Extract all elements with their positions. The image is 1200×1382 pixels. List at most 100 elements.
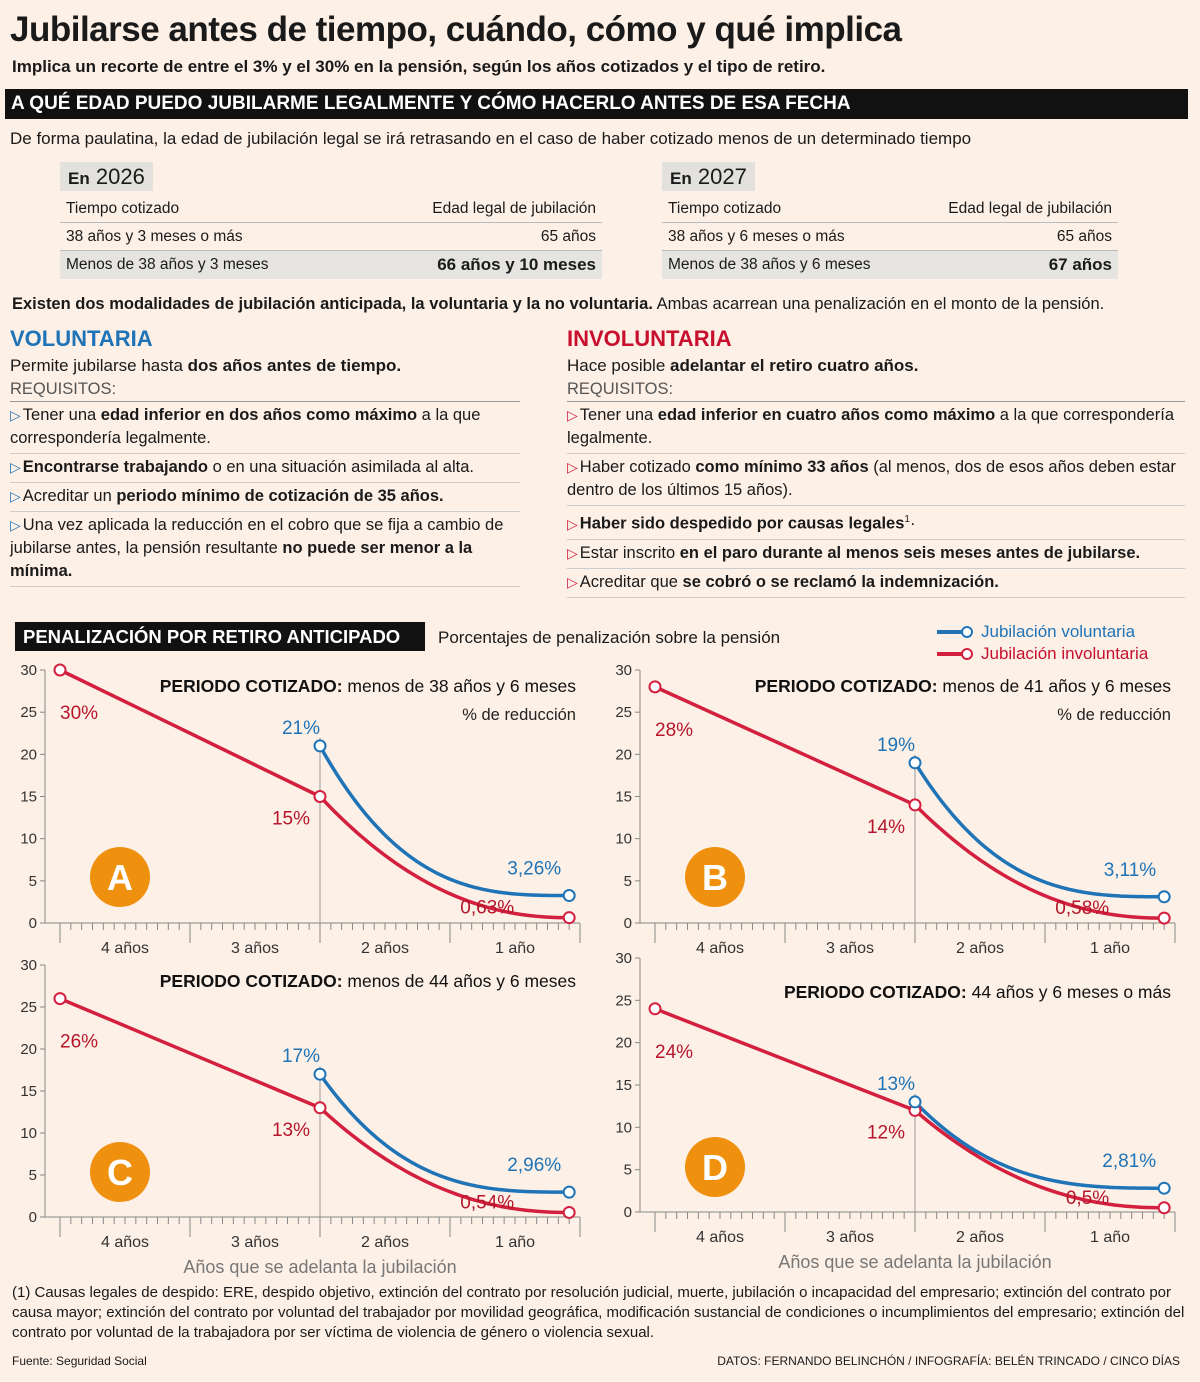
- chart-title: PERIODO COTIZADO: menos de 44 años y 6 m…: [160, 971, 576, 991]
- modalities-normal: Ambas acarrean una penalización en el mo…: [652, 295, 1105, 313]
- involuntary-line: [654, 1007, 1165, 1210]
- section-header-penalty: PENALIZACIÓN POR RETIRO ANTICIPADO: [15, 622, 425, 651]
- voluntary-point: [908, 756, 922, 770]
- requirement-text: Acreditar un: [22, 487, 117, 505]
- data-label: 3,26%: [507, 859, 561, 880]
- data-label: 26%: [60, 1032, 98, 1053]
- involuntary-point: [313, 790, 327, 803]
- data-label: 0,58%: [1055, 898, 1109, 919]
- desc-bold: adelantar el retiro cuatro años.: [670, 356, 919, 375]
- badge-letter: D: [702, 1147, 728, 1188]
- requirement-text: a la que correspondería legalmente.: [10, 406, 481, 447]
- year-value: 2027: [697, 164, 747, 189]
- chart-d: 0 5 10 15 20 25 30 4 años 3 años 2 años 1 año Años …: [615, 950, 1176, 1272]
- requirement-text: se cobró o se reclamó la indemnización.: [682, 572, 999, 591]
- requirement-text: Tener una: [579, 406, 658, 424]
- voluntary-point: [908, 1095, 922, 1109]
- modalities-bold: Existen dos modalidades de jubilación an…: [12, 295, 653, 313]
- y-tick-label: 15: [615, 1077, 632, 1094]
- requirement-item: ▷ Haber cotizado como mínimo 33 años (al …: [567, 454, 1185, 506]
- desc: Hace posible: [567, 356, 671, 375]
- y-tick-label: 30: [615, 950, 632, 967]
- data-label: 21%: [282, 718, 320, 739]
- involuntary-point: [53, 992, 67, 1006]
- triangle-bullet-icon: ▷: [10, 407, 21, 423]
- year-prefix: En: [68, 169, 90, 188]
- requirement-text: edad inferior en cuatro años como máximo: [657, 406, 996, 424]
- requirement-item: ▷ Haber sido despedido por causas legales…: [567, 506, 1185, 540]
- y-tick-label: 20: [20, 746, 37, 763]
- legend-line-red-icon: [937, 648, 973, 660]
- requirements-label: REQUISITOS:: [10, 380, 520, 402]
- data-label: 2,96%: [507, 1155, 561, 1176]
- y-tick-label: 25: [20, 999, 37, 1016]
- cell: 66 años y 10 meses: [437, 255, 596, 274]
- section-header-legal-age: A QUÉ EDAD PUEDO JUBILARME LEGALMENTE Y …: [5, 89, 1188, 119]
- cell: 38 años y 3 meses o más: [66, 227, 243, 245]
- footnote-ref: 1: [904, 514, 910, 525]
- voluntary-requirements: ▷ Tener una edad inferior en dos años com…: [10, 402, 520, 587]
- y-tick-label: 15: [20, 1083, 37, 1100]
- requirement-item: ▷ Estar inscrito en el paro durante al me…: [567, 540, 1185, 569]
- requirement-item: ▷ Tener una edad inferior en cuatro años …: [567, 402, 1185, 454]
- triangle-bullet-icon: ▷: [567, 459, 578, 475]
- badge-letter: C: [107, 1152, 133, 1193]
- data-label: 28%: [655, 720, 693, 741]
- voluntary-line: [318, 1073, 570, 1194]
- data-label: 13%: [272, 1120, 310, 1141]
- legend-label: Jubilación voluntaria: [981, 622, 1136, 641]
- data-label: 19%: [877, 735, 915, 756]
- triangle-bullet-icon: ▷: [10, 488, 21, 504]
- cell: 65 años: [1056, 227, 1112, 245]
- x-tick-label: 2 años: [956, 1229, 1004, 1246]
- involuntary-column: INVOLUNTARIA Hace posible adelantar el r…: [567, 326, 1185, 598]
- requirement-text: Tener una: [22, 406, 101, 424]
- y-tick-label: 10: [20, 831, 37, 848]
- y-tick-label: 10: [20, 1125, 37, 1142]
- y-tick-label: 30: [20, 957, 37, 974]
- data-label: 0,54%: [460, 1192, 514, 1213]
- chart-c: 0 5 10 15 20 25 30 4 años 3 años 2 años 1 año Años …: [20, 957, 581, 1277]
- data-label: 15%: [272, 809, 310, 830]
- involuntary-line: [59, 668, 570, 920]
- voluntary-point: [1157, 1181, 1171, 1195]
- involuntary-point: [1157, 911, 1171, 925]
- intro-text: De forma paulatina, la edad de jubilació…: [10, 129, 972, 148]
- y-tick-label: 25: [615, 704, 632, 721]
- y-tick-label: 5: [29, 1167, 37, 1184]
- triangle-bullet-icon: ▷: [10, 517, 21, 533]
- cell: Menos de 38 años y 6 meses: [668, 256, 871, 273]
- y-tick-label: 30: [615, 662, 632, 679]
- voluntary-column: VOLUNTARIA Permite jubilarse hasta dos a…: [10, 326, 520, 587]
- y-tick-label: 25: [20, 704, 37, 721]
- involuntary-heading: INVOLUNTARIA: [567, 326, 732, 351]
- data-label: 24%: [655, 1042, 693, 1063]
- badge-circle: [90, 847, 150, 907]
- data-label: 0,5%: [1066, 1188, 1109, 1209]
- age-table-2027: Tiempo cotizado Edad legal de jubilación …: [662, 195, 1118, 279]
- voluntary-line: [913, 1100, 1165, 1190]
- requirement-text: periodo mínimo de cotización de 35 años.: [116, 487, 444, 505]
- unit-label: % de reducción: [462, 706, 576, 724]
- chart-title-bold: PERIODO COTIZADO:: [160, 971, 343, 991]
- involuntary-point: [908, 798, 922, 812]
- x-tick-label: 2 años: [361, 1234, 409, 1251]
- legend-line-blue-icon: [937, 626, 973, 638]
- y-tick-label: 20: [615, 746, 632, 763]
- requirement-text: Una vez aplicada la reducción en el cobr…: [10, 516, 504, 557]
- col-header: Tiempo cotizado: [668, 199, 782, 217]
- requirement-item: ▷ Encontrarse trabajando o en una situaci…: [10, 454, 520, 483]
- requirement-text: edad inferior en dos años como máximo: [100, 406, 418, 424]
- table-row: Menos de 38 años y 3 meses 66 años y 10 m…: [60, 251, 602, 279]
- desc-bold: dos años antes de tiempo.: [187, 356, 402, 375]
- voluntary-line: [913, 761, 1165, 899]
- x-tick-label: 1 año: [1090, 940, 1130, 957]
- legend-involuntary: Jubilación involuntaria: [937, 644, 1148, 664]
- section-subtitle: Porcentajes de penalización sobre la pen…: [438, 628, 781, 647]
- x-tick-label: 3 años: [231, 940, 279, 957]
- requirement-text: Haber sido despedido por causas legales: [579, 514, 905, 533]
- x-tick-label: 2 años: [956, 940, 1004, 957]
- data-label: 3,11%: [1104, 860, 1157, 881]
- chart-title-bold: PERIODO COTIZADO:: [755, 676, 938, 696]
- table-row: 38 años y 3 meses o más 65 años: [60, 223, 602, 251]
